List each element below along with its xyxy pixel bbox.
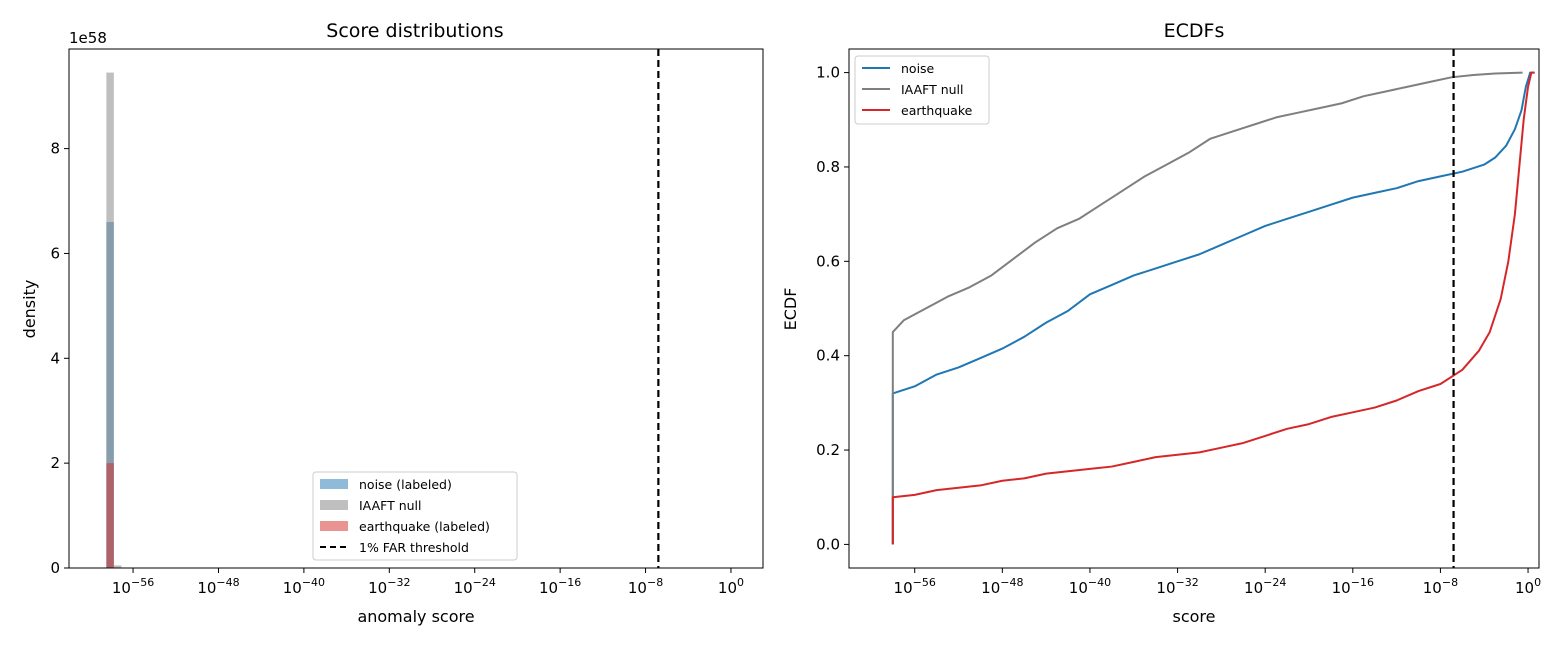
y-tick-label: 0.0: [816, 535, 840, 553]
y-tick-label: 0: [50, 559, 60, 577]
x-tick-label: 10−16: [539, 576, 581, 597]
series-line: [891, 71, 1535, 545]
ecdf-panel: ECDFs 0.0 0.2 0.4 0.6 0.8 1.0 10−56 10−48 10−40 1…: [781, 20, 1541, 626]
axis-ticks: 0 2 4 6 8 10−56 10−48 10−40 10−32 10−24 10−16 10−8 1…: [50, 140, 744, 597]
plot-area: [891, 49, 1535, 568]
legend: noise IAAFT null earthquake: [854, 55, 990, 125]
axes-frame: [848, 48, 1540, 569]
legend: noise (labeled) IAAFT null earthquake (lab…: [312, 471, 518, 561]
chart-title: Score distributions: [326, 20, 503, 42]
x-tick-label: 10−24: [454, 576, 496, 597]
chart-title: ECDFs: [1164, 20, 1225, 42]
y-tick-label: 6: [50, 244, 60, 262]
legend-swatch: [320, 479, 348, 489]
x-tick-label: 10−48: [981, 576, 1023, 597]
legend-label: earthquake (labeled): [359, 519, 490, 534]
histogram-panel: Score distributions 1e58 0 2 4 6 8 10−56 10−48…: [20, 20, 764, 626]
x-tick-label: 10−56: [894, 576, 936, 597]
x-tick-label: 100: [1515, 576, 1541, 597]
legend-label: 1% FAR threshold: [359, 540, 469, 555]
histogram-bar: [106, 72, 114, 568]
x-tick-label: 10−24: [1244, 576, 1286, 597]
y-tick-label: 1.0: [816, 64, 840, 82]
legend-label: earthquake: [901, 103, 973, 118]
legend-swatch: [320, 500, 348, 510]
axis-ticks: 0.0 0.2 0.4 0.6 0.8 1.0 10−56 10−48 10−40 10−32 10…: [816, 64, 1541, 597]
x-tick-label: 10−32: [368, 576, 410, 597]
y-tick-label: 2: [50, 454, 60, 472]
x-tick-label: 100: [718, 576, 744, 597]
y-axis-label: density: [20, 280, 39, 339]
x-tick-label: 10−8: [628, 576, 663, 597]
legend-label: noise (labeled): [359, 477, 452, 492]
x-tick-label: 10−40: [283, 576, 325, 597]
x-axis-label: score: [1173, 607, 1216, 626]
histogram-bar: [113, 565, 122, 568]
plot-area: [106, 49, 660, 568]
legend-label: IAAFT null: [359, 498, 422, 513]
y-tick-label: 4: [50, 349, 60, 367]
y-tick-label: 0.2: [816, 441, 840, 459]
legend-swatch: [320, 521, 348, 531]
series-line: [891, 71, 1523, 545]
legend-box: [854, 55, 990, 125]
y-tick-label: 0.8: [816, 158, 840, 176]
legend-label: noise: [901, 61, 935, 76]
x-tick-label: 10−32: [1156, 576, 1198, 597]
x-tick-label: 10−40: [1069, 576, 1111, 597]
axes-frame: [68, 48, 764, 569]
y-axis-label: ECDF: [781, 288, 800, 331]
x-tick-label: 10−16: [1332, 576, 1374, 597]
legend-label: IAAFT null: [901, 82, 964, 97]
x-tick-label: 10−56: [112, 576, 154, 597]
series-line: [891, 71, 1535, 545]
x-axis-label: anomaly score: [357, 607, 474, 626]
legend-box: [312, 471, 518, 561]
y-tick-label: 8: [50, 140, 60, 158]
y-offset-text: 1e58: [69, 29, 107, 47]
y-tick-label: 0.6: [816, 252, 840, 270]
x-tick-label: 10−8: [1423, 576, 1458, 597]
x-tick-label: 10−48: [197, 576, 239, 597]
y-tick-label: 0.4: [816, 347, 840, 365]
histogram-bar: [106, 463, 114, 568]
